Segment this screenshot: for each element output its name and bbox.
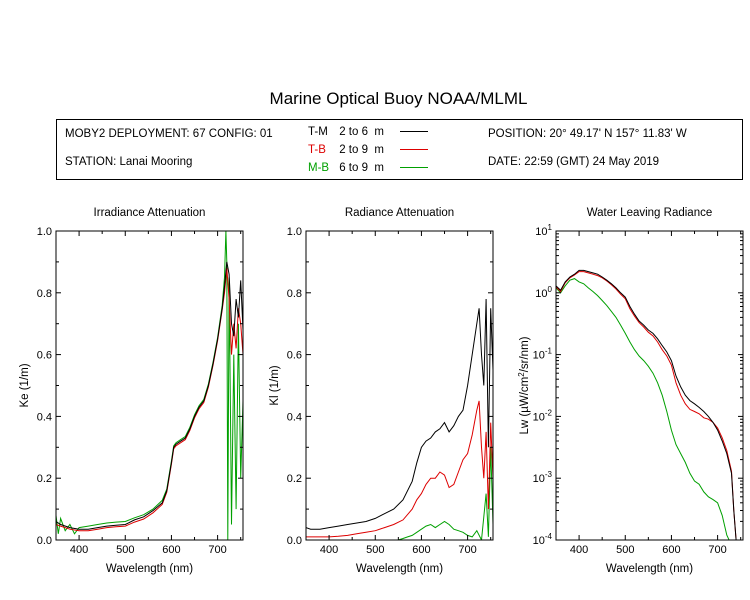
y-tick-label: 10-1 <box>533 347 553 362</box>
x-tick-label: 400 <box>70 544 88 556</box>
chart-title: Water Leaving Radiance <box>587 207 713 219</box>
legend-item-tb: T-B 2 to 9 m <box>308 144 429 156</box>
x-axis-label: Wavelength (nm) <box>106 563 193 575</box>
x-tick-label: 500 <box>616 544 634 556</box>
x-tick-label: 700 <box>458 544 476 556</box>
chart-title: Irradiance Attenuation <box>94 207 206 219</box>
x-tick-label: 500 <box>116 544 134 556</box>
x-tick-label: 400 <box>570 544 588 556</box>
y-tick-label: 0.0 <box>287 535 302 547</box>
plot-frame <box>555 230 744 541</box>
info-panel: MOBY2 DEPLOYMENT: 67 CONFIG: 01 STATION:… <box>56 119 743 180</box>
x-axis-label: Wavelength (nm) <box>356 563 443 575</box>
y-tick-label: 0.4 <box>287 411 302 423</box>
x-tick-label: 600 <box>162 544 180 556</box>
legend-label: T-B <box>308 144 326 156</box>
chart-1: Irradiance Attenuation 400 500 600 700 0.0 0.2… <box>19 207 244 575</box>
y-tick-label: 101 <box>535 223 552 238</box>
legend-item-tm: T-M 2 to 6 m <box>308 126 429 138</box>
series-line-t-m <box>56 261 243 530</box>
series-line-t-b <box>556 271 737 540</box>
legend-line <box>400 149 429 151</box>
y-tick-label: 10-3 <box>533 470 553 485</box>
y-tick-label: 0.6 <box>287 350 302 362</box>
legend-range: 2 to 6 m <box>339 126 384 138</box>
date-text: DATE: 22:59 (GMT) 24 May 2019 <box>488 156 660 168</box>
x-tick-label: 500 <box>366 544 384 556</box>
y-tick-label: 10-4 <box>533 532 553 547</box>
y-tick-label: 0.2 <box>287 473 302 485</box>
station-text: STATION: Lanai Mooring <box>65 156 193 168</box>
y-tick-label: 0.6 <box>37 350 52 362</box>
series-line-t-m <box>556 269 737 540</box>
y-tick-label: 0.8 <box>37 288 52 300</box>
legend-label: M-B <box>308 162 330 174</box>
x-axis-label: Wavelength (nm) <box>606 563 693 575</box>
y-tick-label: 10-2 <box>533 408 553 423</box>
series-line-t-b <box>306 400 493 538</box>
y-tick-label: 1.0 <box>37 226 52 238</box>
x-tick-label: 600 <box>412 544 430 556</box>
series-line-m-b <box>556 278 730 540</box>
deployment-text: MOBY2 DEPLOYMENT: 67 CONFIG: 01 <box>65 128 273 140</box>
chart-title: Radiance Attenuation <box>345 207 454 219</box>
y-axis-label: Ke (1/m) <box>19 363 31 407</box>
x-tick-label: 600 <box>662 544 680 556</box>
y-tick-label: 0.8 <box>287 288 302 300</box>
x-tick-label: 700 <box>208 544 226 556</box>
legend-label: T-M <box>308 126 328 138</box>
plot-frame <box>305 230 494 541</box>
chart-3: Water Leaving Radiance 400 500 600 700 101 100… <box>517 207 744 575</box>
y-tick-label: 1.0 <box>287 226 302 238</box>
legend-line <box>400 131 429 133</box>
y-tick-label: 0.0 <box>37 535 52 547</box>
position-text: POSITION: 20° 49.17' N 157° 11.83' W <box>488 128 687 140</box>
y-tick-label: 100 <box>535 285 552 300</box>
series-line-m-b <box>398 447 493 540</box>
legend-range: 2 to 9 m <box>339 144 384 156</box>
series-line-t-b <box>56 268 243 532</box>
x-tick-label: 400 <box>320 544 338 556</box>
legend-line <box>400 167 429 169</box>
page-title: Marine Optical Buoy NOAA/MLML <box>269 89 528 108</box>
y-tick-label: 0.4 <box>37 411 52 423</box>
y-axis-label: Kl (1/m) <box>269 365 281 405</box>
y-axis-label: Lw (µW/cm2/sr/nm) <box>517 336 531 434</box>
x-tick-label: 700 <box>708 544 726 556</box>
chart-2: Radiance Attenuation 400 500 600 700 0.0 0.2 0.… <box>269 207 494 575</box>
legend-range: 6 to 9 m <box>339 162 384 174</box>
series-line-t-m <box>306 298 493 530</box>
legend-item-mb: M-B 6 to 9 m <box>308 162 429 174</box>
plot-frame <box>55 230 244 541</box>
series-line-m-b <box>56 231 243 540</box>
y-tick-label: 0.2 <box>37 473 52 485</box>
